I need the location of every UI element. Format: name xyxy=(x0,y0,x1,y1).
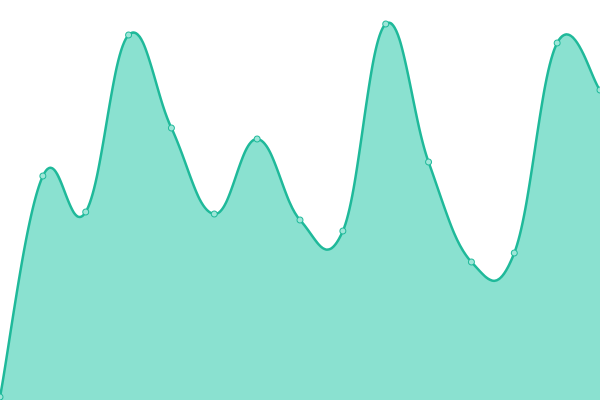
data-point xyxy=(210,210,218,218)
data-point xyxy=(82,208,90,216)
data-point xyxy=(296,216,304,224)
data-point xyxy=(382,20,390,28)
data-point xyxy=(0,393,4,400)
data-point xyxy=(467,258,475,266)
data-point xyxy=(596,86,600,94)
area-fill xyxy=(0,22,600,400)
data-point xyxy=(167,124,175,132)
data-point xyxy=(425,158,433,166)
data-point xyxy=(125,31,133,39)
data-point xyxy=(510,249,518,257)
data-point xyxy=(339,227,347,235)
data-point xyxy=(39,172,47,180)
data-point xyxy=(253,135,261,143)
data-point xyxy=(553,39,561,47)
